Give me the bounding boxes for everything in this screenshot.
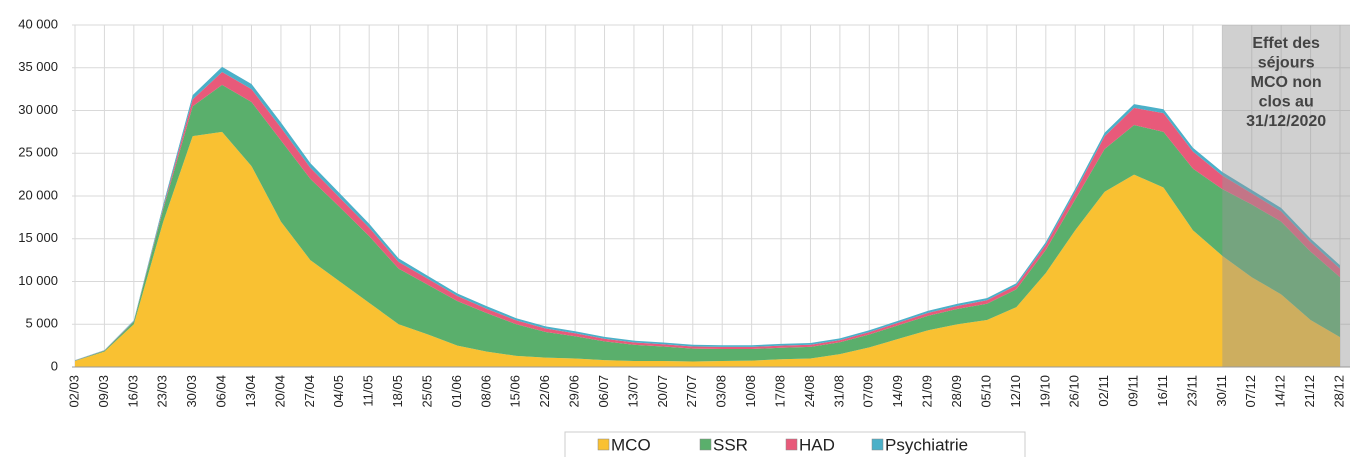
x-tick-label: 09/03 bbox=[96, 375, 111, 408]
x-tick-label: 13/04 bbox=[243, 375, 258, 408]
x-tick-label: 26/10 bbox=[1067, 375, 1082, 408]
x-tick-label: 29/06 bbox=[567, 375, 582, 408]
x-tick-label: 23/03 bbox=[155, 375, 170, 408]
x-tick-label: 31/08 bbox=[831, 375, 846, 408]
x-tick-label: 14/12 bbox=[1273, 375, 1288, 408]
legend-swatch bbox=[785, 438, 798, 451]
x-tick-label: 02/03 bbox=[66, 375, 81, 408]
annotation: MCO non bbox=[1251, 74, 1322, 91]
x-tick-label: 08/06 bbox=[478, 375, 493, 408]
y-tick-label: 25 000 bbox=[18, 145, 58, 160]
x-tick-label: 13/07 bbox=[625, 375, 640, 408]
x-tick-label: 25/05 bbox=[419, 375, 434, 408]
x-tick-label: 02/11 bbox=[1096, 375, 1111, 407]
x-tick-label: 11/05 bbox=[361, 375, 376, 407]
x-tick-label: 21/12 bbox=[1302, 375, 1317, 408]
x-tick-label: 15/06 bbox=[508, 375, 523, 408]
x-tick-label: 28/12 bbox=[1331, 375, 1346, 408]
x-tick-label: 24/08 bbox=[802, 375, 817, 408]
x-tick-label: 22/06 bbox=[537, 375, 552, 408]
x-tick-label: 03/08 bbox=[714, 375, 729, 408]
legend-label: MCO bbox=[611, 435, 651, 454]
legend-swatch bbox=[699, 438, 712, 451]
y-tick-label: 35 000 bbox=[18, 59, 58, 74]
area bbox=[75, 131, 1340, 367]
x-tick-label: 09/11 bbox=[1126, 375, 1141, 407]
x-tick-label: 27/07 bbox=[684, 375, 699, 408]
legend-swatch bbox=[871, 438, 884, 451]
x-tick-label: 30/03 bbox=[184, 375, 199, 408]
x-tick-label: 17/08 bbox=[772, 375, 787, 408]
x-tick-label: 01/06 bbox=[449, 375, 464, 408]
shaded-region bbox=[1222, 25, 1350, 367]
legend-swatch bbox=[597, 438, 610, 451]
y-tick-label: 15 000 bbox=[18, 230, 58, 245]
y-tick-label: 10 000 bbox=[18, 273, 58, 288]
x-tick-label: 27/04 bbox=[302, 375, 317, 408]
x-tick-label: 16/11 bbox=[1155, 375, 1170, 407]
x-tick-label: 19/10 bbox=[1037, 375, 1052, 408]
annotation: Effet des bbox=[1252, 35, 1320, 52]
x-tick-label: 06/04 bbox=[214, 375, 229, 408]
x-tick-label: 06/07 bbox=[596, 375, 611, 408]
x-tick-label: 18/05 bbox=[390, 375, 405, 408]
x-tick-label: 12/10 bbox=[1008, 375, 1023, 408]
x-tick-label: 04/05 bbox=[331, 375, 346, 408]
y-tick-label: 20 000 bbox=[18, 187, 58, 202]
x-tick-label: 07/12 bbox=[1243, 375, 1258, 408]
x-tick-label: 14/09 bbox=[890, 375, 905, 408]
y-tick-label: 30 000 bbox=[18, 102, 58, 117]
x-tick-label: 07/09 bbox=[861, 375, 876, 408]
annotation: clos au bbox=[1259, 94, 1314, 111]
y-tick-label: 5 000 bbox=[25, 316, 58, 331]
x-tick-label: 10/08 bbox=[743, 375, 758, 408]
x-tick-label: 20/07 bbox=[655, 375, 670, 408]
x-tick-label: 30/11 bbox=[1214, 375, 1229, 407]
x-tick-label: 16/03 bbox=[125, 375, 140, 408]
annotation: séjours bbox=[1258, 55, 1315, 72]
y-tick-label: 0 bbox=[51, 358, 58, 373]
legend-label: SSR bbox=[713, 435, 748, 454]
annotation: 31/12/2020 bbox=[1246, 113, 1326, 130]
area bbox=[75, 84, 1340, 362]
y-tick-label: 40 000 bbox=[18, 16, 58, 31]
x-tick-label: 23/11 bbox=[1184, 375, 1199, 407]
x-tick-label: 20/04 bbox=[272, 375, 287, 408]
x-tick-label: 28/09 bbox=[949, 375, 964, 408]
x-tick-label: 05/10 bbox=[978, 375, 993, 408]
legend-label: Psychiatrie bbox=[885, 435, 968, 454]
x-tick-label: 21/09 bbox=[920, 375, 935, 408]
legend-label: HAD bbox=[799, 435, 835, 454]
